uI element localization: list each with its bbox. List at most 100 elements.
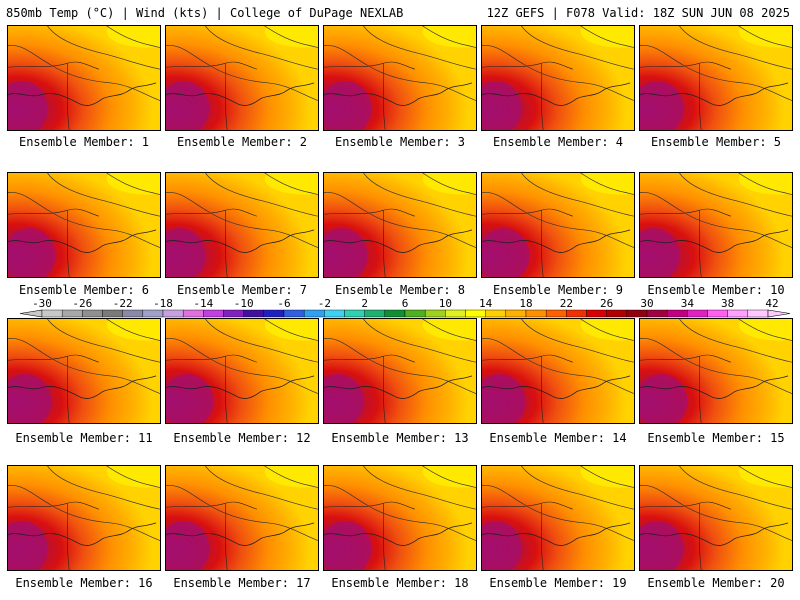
colorbar-swatch [666,309,688,318]
colorbar-swatch [82,309,103,318]
ensemble-member-map [481,25,635,131]
ensemble-member-label: Ensemble Member: 15 [647,431,785,445]
colorbar-swatch [465,309,486,318]
colorbar-swatch [404,309,426,318]
ensemble-member-label: Ensemble Member: 2 [176,135,308,149]
ensemble-member-label: Ensemble Member: 8 [334,283,466,297]
colorbar-tick-label: -2 [318,298,331,310]
ensemble-member-label: Ensemble Member: 1 [18,135,150,149]
colorbar-tick-label: 26 [600,298,613,310]
ensemble-member-map [639,465,793,571]
colorbar-swatch [586,309,607,318]
ensemble-member-map [7,465,161,571]
ensemble-member-map [639,25,793,131]
colorbar-swatch [182,309,204,318]
colorbar-tick-label: 38 [721,298,734,310]
colorbar-swatch [162,309,184,318]
colorbar-swatch [707,309,728,318]
colorbar-swatch [303,309,325,318]
ensemble-member-label: Ensemble Member: 6 [18,283,150,297]
colorbar-swatch [283,309,305,318]
ensemble-member-map [639,318,793,424]
colorbar-swatch [424,309,446,318]
colorbar-tick-label: -26 [72,298,92,310]
ensemble-member-label: Ensemble Member: 4 [492,135,624,149]
ensemble-member-map [165,465,319,571]
colorbar-swatch [102,309,123,318]
ensemble-member-label: Ensemble Member: 17 [173,576,311,590]
colorbar-tick-label: 34 [681,298,695,310]
colorbar-tick-label: 18 [519,298,532,310]
ensemble-member-label: Ensemble Member: 11 [15,431,153,445]
ensemble-member-label: Ensemble Member: 12 [173,431,311,445]
ensemble-member-label: Ensemble Member: 16 [15,576,153,590]
ensemble-member-label: Ensemble Member: 20 [647,576,785,590]
colorbar-swatch [525,309,547,318]
colorbar-swatch [727,309,749,318]
colorbar-swatch [344,309,365,318]
colorbar-tick-label: -30 [32,298,52,310]
colorbar-swatch [626,309,648,318]
colorbar-swatch [384,309,406,318]
colorbar-swatch [747,309,769,318]
ensemble-member-label: Ensemble Member: 14 [489,431,627,445]
colorbar-swatch [142,309,164,318]
colorbar-max-arrow [767,309,791,318]
colorbar-swatch [445,309,466,318]
ensemble-member-label: Ensemble Member: 13 [331,431,469,445]
colorbar-tick-label: 14 [479,298,493,310]
ensemble-member-label: Ensemble Member: 19 [489,576,627,590]
ensemble-member-map [165,172,319,278]
colorbar-swatch [566,309,587,318]
colorbar-swatch [243,309,265,318]
ensemble-member-map [165,25,319,131]
colorbar-swatch [485,309,507,318]
ensemble-member-map [323,318,477,424]
colorbar-swatch [505,309,527,318]
ensemble-member-label: Ensemble Member: 10 [647,283,785,297]
colorbar-tick-label: 22 [560,298,573,310]
colorbar-swatch [646,309,668,318]
colorbar-swatch [61,309,83,318]
colorbar-tick-label: -14 [193,298,213,310]
ensemble-member-map [165,318,319,424]
ensemble-member-label: Ensemble Member: 3 [334,135,466,149]
colorbar-swatch [324,309,345,318]
colorbar-swatch [364,309,386,318]
run-valid-time: 12Z GEFS | F078 Valid: 18Z SUN JUN 08 20… [486,6,790,20]
colorbar-swatch [606,309,628,318]
colorbar-tick-label: -10 [234,298,254,310]
colorbar-swatch [122,309,144,318]
colorbar-swatch [203,309,224,318]
map-title: 850mb Temp (°C) | Wind (kts) | College o… [6,6,404,20]
ensemble-member-map [323,465,477,571]
temperature-colorbar: -30 -26 -22 -18 -14 -10 -6 -2 2 6 10 14 18 22 26 30 34 38… [19,298,791,318]
ensemble-member-map [7,318,161,424]
ensemble-member-label: Ensemble Member: 18 [331,576,469,590]
ensemble-member-map [481,172,635,278]
colorbar-tick-label: 6 [402,298,409,310]
ensemble-member-map [481,318,635,424]
colorbar-tick-label: 30 [640,298,653,310]
colorbar-tick-label: 42 [765,298,778,310]
ensemble-member-map [7,172,161,278]
ensemble-member-map [323,25,477,131]
colorbar-tick-label: -6 [277,298,290,310]
colorbar-swatch [545,309,567,318]
colorbar-tick-label: 2 [361,298,368,310]
colorbar-swatch [687,309,708,318]
ensemble-member-map [7,25,161,131]
ensemble-member-label: Ensemble Member: 9 [492,283,624,297]
colorbar-tick-label: -18 [153,298,173,310]
ensemble-member-map [481,465,635,571]
colorbar-swatch [223,309,244,318]
colorbar-swatch [41,309,63,318]
ensemble-member-label: Ensemble Member: 5 [650,135,782,149]
colorbar-swatch [263,309,285,318]
colorbar-tick-label: -22 [113,298,133,310]
ensemble-member-label: Ensemble Member: 7 [176,283,308,297]
colorbar-tick-label: 10 [439,298,452,310]
ensemble-member-map [323,172,477,278]
colorbar-min-arrow [19,309,43,318]
ensemble-member-map [639,172,793,278]
